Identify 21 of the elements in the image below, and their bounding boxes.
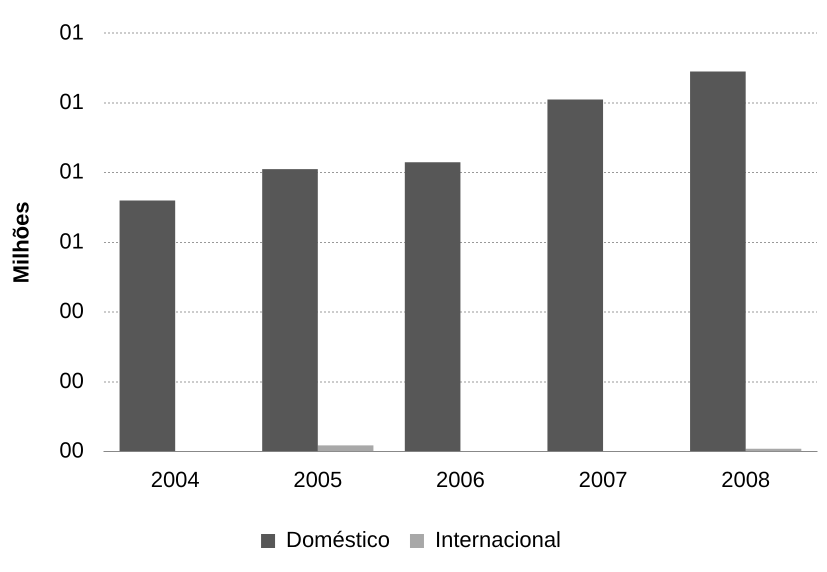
y-tick-label: 00 (59, 438, 84, 463)
y-tick-label: 01 (59, 19, 84, 44)
y-tick-label: 01 (59, 158, 84, 184)
bar (120, 200, 176, 452)
bar (690, 72, 746, 452)
bar (262, 169, 318, 452)
y-axis-title: Milhões (8, 201, 34, 284)
x-tick-label: 2007 (578, 466, 628, 492)
x-tick-label: 2004 (150, 466, 200, 492)
legend-label: Doméstico (286, 527, 390, 552)
y-tick-label: 01 (59, 88, 84, 114)
bar (318, 445, 374, 452)
x-tick-label: 2005 (293, 466, 342, 492)
legend-label: Internacional (434, 527, 561, 552)
y-tick-label: 01 (59, 228, 84, 254)
y-tick-label: 00 (59, 298, 84, 324)
bar (404, 162, 460, 452)
x-tick-label: 2008 (721, 466, 770, 492)
x-tick-label: 2006 (436, 466, 485, 492)
bar (547, 99, 604, 452)
y-tick-label: 00 (59, 368, 84, 393)
